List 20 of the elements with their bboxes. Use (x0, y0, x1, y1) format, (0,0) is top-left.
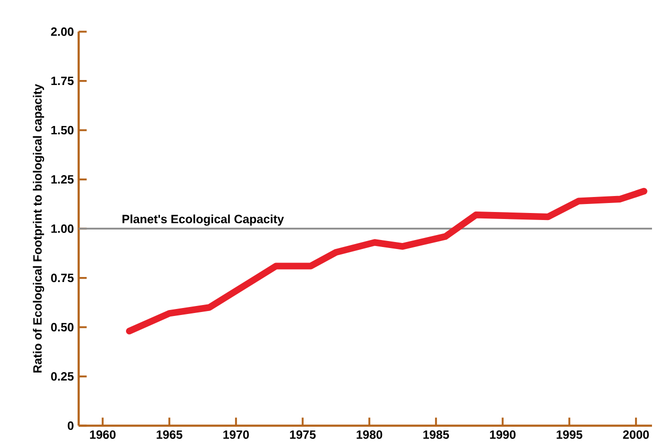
y-tick-label: 1.75 (51, 76, 74, 86)
x-tick-label: 1965 (156, 430, 182, 439)
y-tick-label: 1.50 (51, 126, 74, 134)
x-tick-label: 1985 (423, 430, 449, 439)
y-tick-label: 0 (68, 421, 74, 430)
x-tick-label: 1975 (290, 430, 316, 439)
y-tick-label: 1.25 (51, 175, 74, 184)
x-tick-label: 1960 (90, 430, 116, 439)
ref-line-label: Planet's Ecological Capacity (122, 214, 284, 226)
x-tick-label: 2000 (623, 430, 649, 439)
y-axis-title: Ratio of Ecological Footprint to biological capacity (32, 84, 44, 373)
y-tick-label: 0.50 (51, 322, 74, 332)
x-tick-label: 1980 (356, 430, 382, 439)
x-tick-label: 1995 (556, 430, 582, 439)
x-tick-label: 1970 (223, 430, 249, 439)
y-tick-label: 1.00 (51, 224, 74, 233)
y-tick-label: 0.25 (51, 372, 74, 381)
y-tick-label: 2.00 (51, 27, 74, 36)
y-tick-label: 0.75 (51, 274, 74, 282)
x-tick-label: 1990 (490, 430, 516, 439)
